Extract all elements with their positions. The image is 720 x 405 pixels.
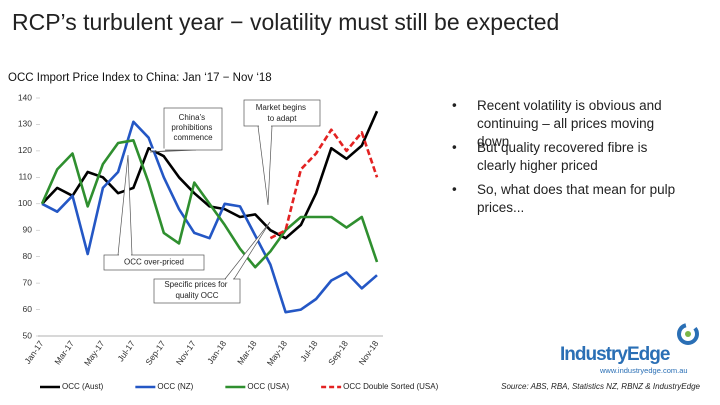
- callout-seam: [151, 148, 165, 151]
- callout-seam: [226, 278, 233, 281]
- y-tick-label: 90: [23, 224, 33, 234]
- y-tick-label: 60: [23, 304, 33, 314]
- x-tick-label: Mar-18: [235, 338, 259, 366]
- callout-seam: [259, 124, 271, 127]
- bullet-text: Recent volatility is obvious and continu…: [477, 98, 665, 149]
- x-tick-label: Jan-18: [205, 338, 228, 365]
- y-tick-label: 130: [18, 119, 32, 129]
- callout-pointer: [257, 125, 273, 206]
- x-tick-label: Mar-17: [52, 338, 76, 366]
- chart-subtitle: OCC Import Price Index to China: Jan ‘17…: [8, 72, 272, 84]
- x-tick-label: Nov-17: [174, 338, 198, 366]
- source-note: Source: ABS, RBA, Statistics NZ, RBNZ & …: [501, 382, 700, 391]
- legend-label: OCC Double Sorted (USA): [343, 382, 438, 391]
- callout-pointer: [117, 154, 133, 256]
- y-tick-label: 120: [18, 145, 32, 155]
- y-tick-label: 140: [18, 92, 32, 102]
- bullet-dot: •: [452, 182, 457, 197]
- x-tick-label: Jan-17: [22, 338, 45, 365]
- legend-label: OCC (Aust): [62, 382, 104, 391]
- bullet-dot: •: [452, 98, 457, 113]
- callout-text: Specific prices for quality OCC: [164, 280, 229, 300]
- callout-seam: [119, 254, 131, 257]
- x-tick-label: May-18: [265, 338, 290, 367]
- x-tick-label: Jul-18: [298, 338, 320, 363]
- series-line: [40, 139, 379, 269]
- x-tick-label: Nov-18: [357, 338, 381, 366]
- legend-label: OCC (USA): [247, 382, 289, 391]
- legend-label: OCC (NZ): [157, 382, 193, 391]
- y-tick-label: 80: [23, 251, 33, 261]
- x-tick-label: Sep-18: [326, 338, 350, 366]
- logo-icon: [677, 323, 699, 345]
- y-tick-label: 110: [18, 172, 32, 182]
- callout-box: [103, 254, 205, 271]
- y-tick-label: 100: [18, 198, 32, 208]
- logo-name: IndustryEdge: [560, 344, 670, 365]
- callout-box: [163, 107, 223, 151]
- x-tick-label: Jul-17: [115, 338, 137, 363]
- callout-text: China’s prohibitions commence: [171, 113, 214, 142]
- callout-box: [153, 278, 241, 304]
- slide-title: RCP’s turbulent year − volatility must s…: [12, 9, 559, 35]
- y-tick-label: 70: [23, 277, 33, 287]
- y-tick-label: 50: [23, 330, 33, 340]
- callout-box: [243, 99, 321, 127]
- bullet-text: So, what does that mean for pulp prices.…: [477, 182, 679, 215]
- series-line: [41, 120, 378, 314]
- bullet-text: But quality recovered fibre is clearly h…: [477, 140, 651, 173]
- callout-text: Market begins to adapt: [256, 103, 308, 123]
- series-line: [269, 128, 379, 240]
- x-tick-label: Sep-17: [143, 338, 167, 366]
- callout-text: OCC over-priced: [124, 258, 184, 267]
- x-tick-label: May-17: [82, 338, 107, 367]
- logo-url: www.industryedge.com.au: [599, 366, 688, 375]
- bullet-dot: •: [452, 140, 457, 155]
